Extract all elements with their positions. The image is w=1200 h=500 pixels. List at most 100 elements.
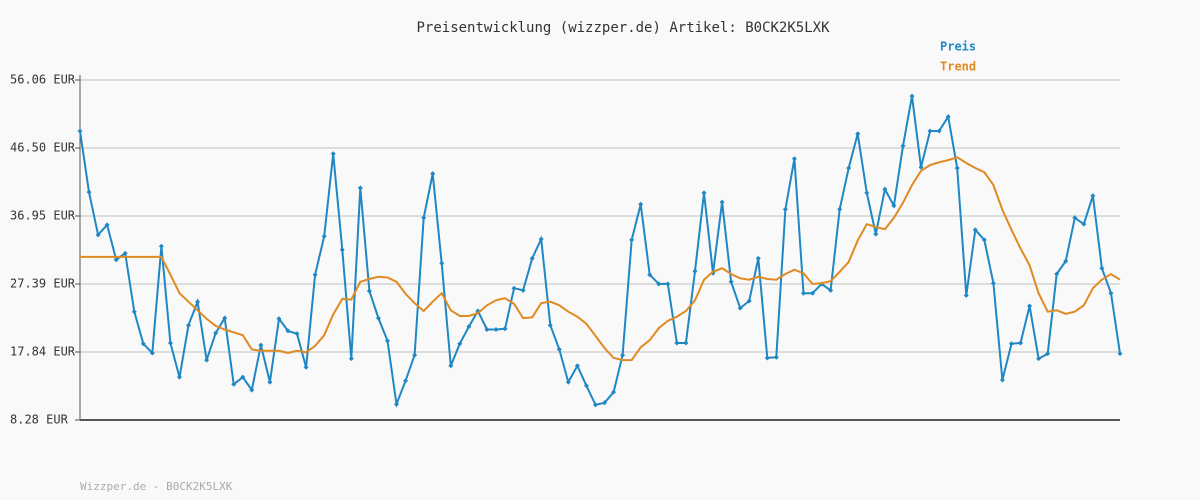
point xyxy=(231,381,237,387)
point xyxy=(873,231,879,237)
point xyxy=(1008,341,1014,347)
point xyxy=(529,255,535,261)
point xyxy=(176,374,182,380)
point xyxy=(457,341,463,347)
point xyxy=(592,402,598,408)
footer: Wizzper.de - B0CK2K5LXK xyxy=(80,480,233,493)
point xyxy=(782,206,788,212)
point xyxy=(565,379,571,385)
point xyxy=(746,298,752,304)
point xyxy=(556,346,562,352)
point xyxy=(737,305,743,311)
point xyxy=(882,186,888,192)
point xyxy=(1090,193,1096,199)
point xyxy=(394,401,400,407)
point xyxy=(466,324,472,330)
point xyxy=(285,328,291,334)
point xyxy=(547,322,553,328)
point xyxy=(330,151,336,157)
point xyxy=(828,287,834,293)
point xyxy=(638,201,644,207)
point xyxy=(348,356,354,362)
y-tick-label: 8.28 EUR xyxy=(10,413,69,427)
point xyxy=(846,165,852,171)
point xyxy=(936,128,942,134)
point xyxy=(366,288,372,294)
y-tick-label: 27.39 EUR xyxy=(10,277,76,291)
point xyxy=(574,363,580,369)
point xyxy=(520,287,526,293)
point xyxy=(755,255,761,261)
point xyxy=(927,128,933,134)
point xyxy=(186,322,192,328)
point xyxy=(204,357,210,363)
point xyxy=(1117,351,1123,357)
series-line xyxy=(80,156,1121,362)
point xyxy=(195,299,201,305)
point xyxy=(77,128,83,134)
point xyxy=(891,203,897,209)
point xyxy=(909,93,915,99)
point xyxy=(999,377,1005,383)
point xyxy=(683,340,689,346)
point xyxy=(1045,351,1051,357)
point xyxy=(86,189,92,195)
point xyxy=(963,292,969,298)
point xyxy=(1054,271,1060,277)
point xyxy=(149,350,155,356)
point xyxy=(1027,303,1033,309)
y-tick-label: 36.95 EUR xyxy=(10,208,76,222)
point xyxy=(430,171,436,177)
point xyxy=(167,340,173,346)
point xyxy=(674,340,680,346)
point xyxy=(1018,340,1024,346)
point xyxy=(665,281,671,287)
point xyxy=(1099,265,1105,271)
series-line xyxy=(79,95,1121,409)
point xyxy=(312,272,318,278)
point xyxy=(629,237,635,243)
point xyxy=(258,342,264,348)
point xyxy=(1081,221,1087,227)
point xyxy=(719,199,725,205)
point xyxy=(439,260,445,266)
point xyxy=(412,352,418,358)
point xyxy=(104,222,110,228)
point xyxy=(1072,215,1078,221)
point xyxy=(791,156,797,162)
point xyxy=(692,268,698,274)
point xyxy=(1036,356,1042,362)
point xyxy=(511,285,517,291)
point xyxy=(602,400,608,406)
point xyxy=(620,352,626,358)
y-tick-label: 17.84 EUR xyxy=(10,344,76,358)
y-tick-label: 56.06 EUR xyxy=(10,73,76,87)
legend-label: Trend xyxy=(940,60,976,74)
point xyxy=(113,257,119,263)
legend-label: Preis xyxy=(940,40,976,54)
point xyxy=(583,383,589,389)
point xyxy=(375,315,381,321)
point xyxy=(837,206,843,212)
point xyxy=(131,309,137,315)
point xyxy=(384,338,390,344)
point xyxy=(249,387,255,393)
point xyxy=(403,378,409,384)
point xyxy=(981,237,987,243)
point xyxy=(303,364,309,370)
point xyxy=(357,185,363,191)
point xyxy=(900,143,906,149)
point xyxy=(647,272,653,278)
point xyxy=(764,355,770,361)
point xyxy=(773,354,779,360)
point xyxy=(611,389,617,395)
point xyxy=(538,236,544,242)
point xyxy=(945,114,951,120)
point xyxy=(421,215,427,221)
point xyxy=(800,290,806,296)
point xyxy=(855,131,861,137)
point xyxy=(493,326,499,332)
point xyxy=(990,280,996,286)
